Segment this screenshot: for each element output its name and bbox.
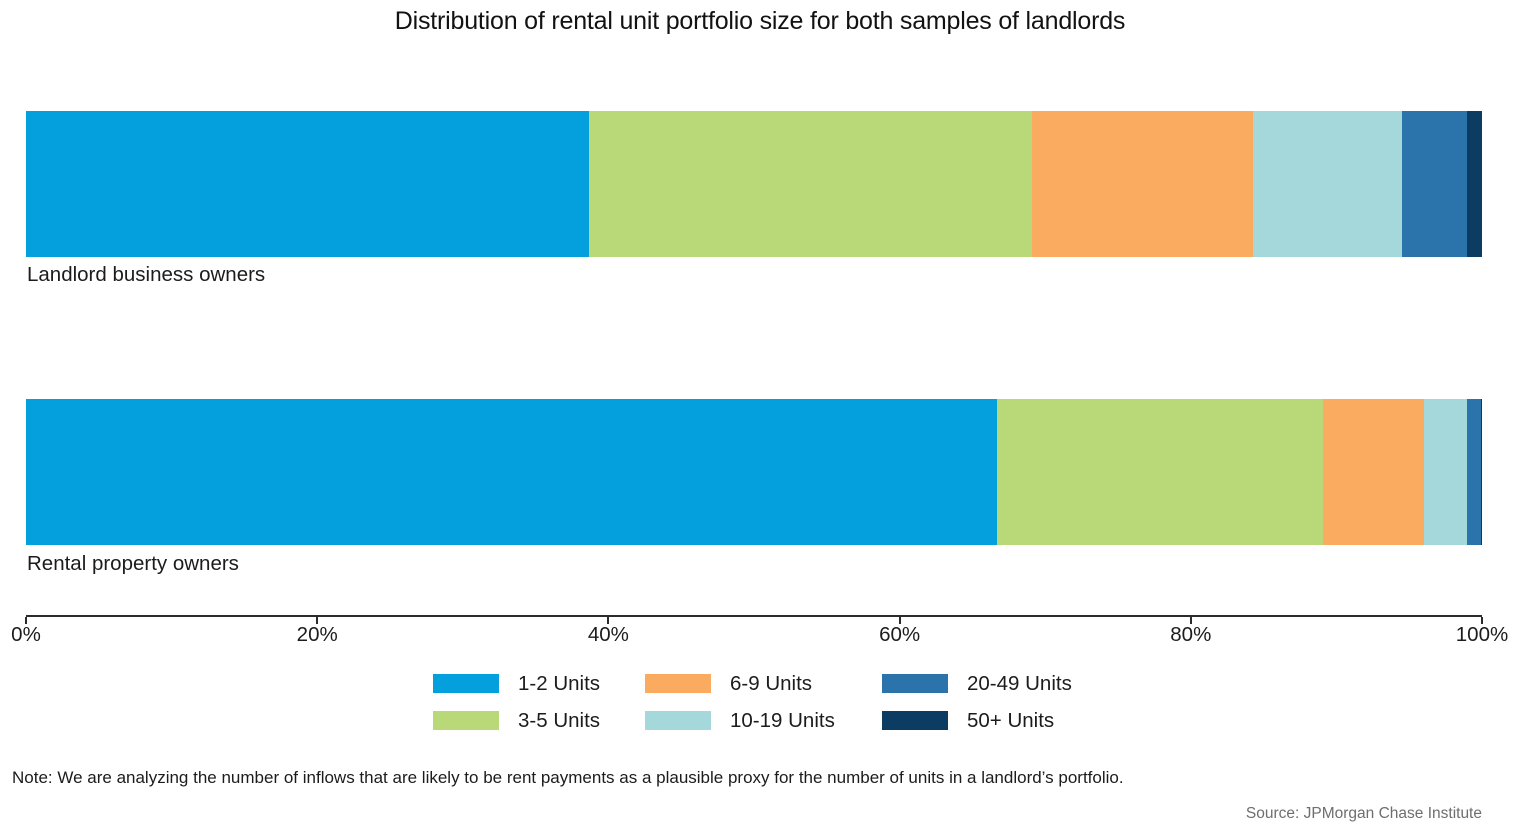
- bar-segment-3-5-units: [589, 111, 1033, 257]
- legend-swatch-3-5-units: [433, 711, 499, 730]
- note-text: Note: We are analyzing the number of inf…: [12, 768, 1124, 787]
- x-axis-line: 0% 20% 40% 60% 80% 100%: [11, 615, 1508, 646]
- legend-label: 1-2 Units: [518, 671, 601, 695]
- bar-segment-10-19-units: [1253, 111, 1402, 257]
- x-axis-tick-label: 0%: [11, 623, 41, 646]
- x-axis-tick-label: 100%: [1455, 623, 1509, 646]
- legend-item-20-49-units: 20-49 Units: [882, 671, 1072, 695]
- x-axis-tick: [898, 617, 901, 624]
- legend-column: 1-2 Units 3-5 Units: [433, 671, 601, 732]
- legend-column: 20-49 Units 50+ Units: [882, 671, 1072, 732]
- legend-swatch-1-2-units: [433, 674, 499, 693]
- x-axis-tick-label: 40%: [587, 623, 629, 646]
- legend-label: 6-9 Units: [730, 671, 813, 695]
- bar-segment-50-units: [1467, 111, 1482, 257]
- bar-label-rental-property-owners: Rental property owners: [27, 552, 239, 575]
- bar-segment-1-2-units: [26, 399, 998, 545]
- bar-segment-20-49-units: [1467, 399, 1481, 545]
- chart-title: Distribution of rental unit portfolio si…: [394, 7, 1126, 35]
- x-axis-tick: [1481, 617, 1483, 624]
- x-axis-tick: [1189, 617, 1192, 624]
- legend-label: 3-5 Units: [518, 708, 601, 732]
- x-axis-tick-label: 20%: [296, 623, 338, 646]
- bar-segment-3-5-units: [997, 399, 1324, 545]
- bar-segment-50-units: [1480, 399, 1482, 545]
- legend-item-6-9-units: 6-9 Units: [645, 671, 835, 695]
- bar-segment-10-19-units: [1423, 399, 1468, 545]
- bar-segment-6-9-units: [1323, 399, 1424, 545]
- legend-item-3-5-units: 3-5 Units: [433, 708, 601, 732]
- x-axis-tick-label: 80%: [1170, 623, 1212, 646]
- bar-rental-property-owners: [26, 399, 1482, 545]
- legend-column: 6-9 Units 10-19 Units: [645, 671, 835, 732]
- bar-landlord-business-owners: [26, 111, 1482, 257]
- legend-swatch-10-19-units: [645, 711, 711, 730]
- x-axis-tick: [316, 617, 319, 624]
- x-axis-tick: [607, 617, 610, 624]
- legend-label: 10-19 Units: [730, 708, 835, 732]
- bar-segment-1-2-units: [26, 111, 590, 257]
- source-text: Source: JPMorgan Chase Institute: [1245, 805, 1482, 822]
- bar-label-landlord-business-owners: Landlord business owners: [27, 263, 266, 286]
- legend-label: 20-49 Units: [967, 671, 1072, 695]
- legend-label: 50+ Units: [967, 708, 1055, 732]
- legend-swatch-50-units: [882, 711, 948, 730]
- legend-swatch-6-9-units: [645, 674, 711, 693]
- legend-item-50-units: 50+ Units: [882, 708, 1072, 732]
- legend-item-10-19-units: 10-19 Units: [645, 708, 835, 732]
- legend-item-1-2-units: 1-2 Units: [433, 671, 601, 695]
- legend-swatch-20-49-units: [882, 674, 948, 693]
- bar-segment-20-49-units: [1401, 111, 1468, 257]
- bar-segment-6-9-units: [1032, 111, 1254, 257]
- x-axis-tick-label: 60%: [879, 623, 921, 646]
- x-axis-tick: [25, 617, 27, 624]
